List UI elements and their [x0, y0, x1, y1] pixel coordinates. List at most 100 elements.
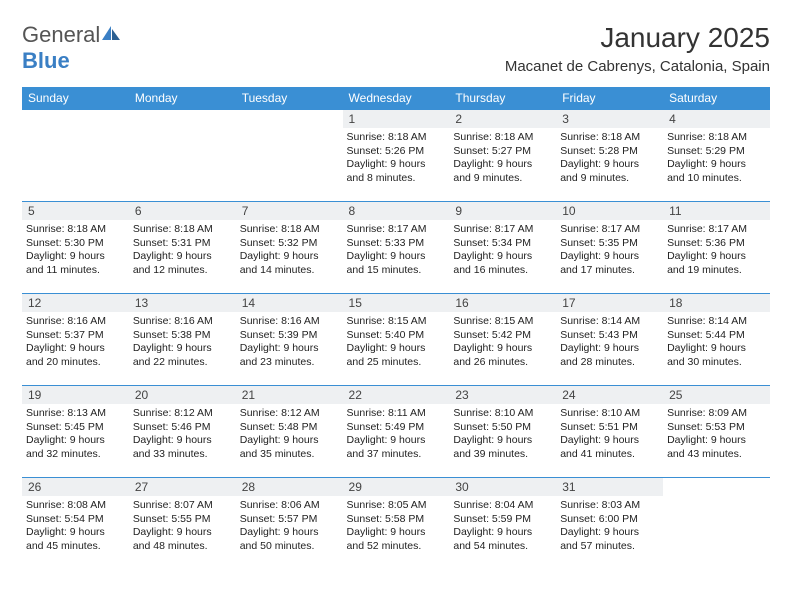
- sunset-line: Sunset: 5:42 PM: [453, 329, 552, 343]
- daylight-line: Daylight: 9 hours and 50 minutes.: [240, 526, 339, 553]
- calendar-day-cell: 1Sunrise: 8:18 AMSunset: 5:26 PMDaylight…: [343, 110, 450, 202]
- daylight-line: Daylight: 9 hours and 57 minutes.: [560, 526, 659, 553]
- weekday-header-row: SundayMondayTuesdayWednesdayThursdayFrid…: [22, 87, 770, 110]
- daylight-line: Daylight: 9 hours and 41 minutes.: [560, 434, 659, 461]
- calendar-day-cell: 19Sunrise: 8:13 AMSunset: 5:45 PMDayligh…: [22, 386, 129, 478]
- sunrise-line: Sunrise: 8:11 AM: [347, 407, 446, 421]
- sunrise-line: Sunrise: 8:16 AM: [240, 315, 339, 329]
- day-details: Sunrise: 8:17 AMSunset: 5:34 PMDaylight:…: [453, 223, 552, 278]
- daylight-line: Daylight: 9 hours and 9 minutes.: [453, 158, 552, 185]
- calendar-day-cell: 8Sunrise: 8:17 AMSunset: 5:33 PMDaylight…: [343, 202, 450, 294]
- sunrise-line: Sunrise: 8:17 AM: [347, 223, 446, 237]
- day-number: 30: [449, 478, 556, 496]
- day-number: 18: [663, 294, 770, 312]
- sunrise-line: Sunrise: 8:17 AM: [453, 223, 552, 237]
- daylight-line: Daylight: 9 hours and 45 minutes.: [26, 526, 125, 553]
- daylight-line: Daylight: 9 hours and 54 minutes.: [453, 526, 552, 553]
- sunrise-line: Sunrise: 8:09 AM: [667, 407, 766, 421]
- daylight-line: Daylight: 9 hours and 52 minutes.: [347, 526, 446, 553]
- sunset-line: Sunset: 5:53 PM: [667, 421, 766, 435]
- day-details: Sunrise: 8:10 AMSunset: 5:51 PMDaylight:…: [560, 407, 659, 462]
- calendar-page: GeneralBlue January 2025 Macanet de Cabr…: [0, 0, 792, 570]
- sunset-line: Sunset: 5:50 PM: [453, 421, 552, 435]
- calendar-day-cell: 17Sunrise: 8:14 AMSunset: 5:43 PMDayligh…: [556, 294, 663, 386]
- calendar-day-cell: 25Sunrise: 8:09 AMSunset: 5:53 PMDayligh…: [663, 386, 770, 478]
- day-details: Sunrise: 8:03 AMSunset: 6:00 PMDaylight:…: [560, 499, 659, 554]
- day-number: 10: [556, 202, 663, 220]
- calendar-day-cell: 16Sunrise: 8:15 AMSunset: 5:42 PMDayligh…: [449, 294, 556, 386]
- sunset-line: Sunset: 5:33 PM: [347, 237, 446, 251]
- day-number: 23: [449, 386, 556, 404]
- daylight-line: Daylight: 9 hours and 14 minutes.: [240, 250, 339, 277]
- calendar-day-cell: 6 Sunrise: 8:18 AMSunset: 5:31 PMDaylight…: [129, 202, 236, 294]
- calendar-week-row: 12Sunrise: 8:16 AMSunset: 5:37 PMDayligh…: [22, 294, 770, 386]
- calendar-day-cell: 29Sunrise: 8:05 AMSunset: 5:58 PMDayligh…: [343, 478, 450, 570]
- calendar-day-cell: 4Sunrise: 8:18 AMSunset: 5:29 PMDaylight…: [663, 110, 770, 202]
- day-number: 25: [663, 386, 770, 404]
- calendar-day-cell: 9Sunrise: 8:17 AMSunset: 5:34 PMDaylight…: [449, 202, 556, 294]
- daylight-line: Daylight: 9 hours and 30 minutes.: [667, 342, 766, 369]
- calendar-day-cell: 14Sunrise: 8:16 AMSunset: 5:39 PMDayligh…: [236, 294, 343, 386]
- day-number: 15: [343, 294, 450, 312]
- day-details: Sunrise: 8:18 AMSunset: 5:31 PMDaylight:…: [133, 223, 232, 278]
- calendar-day-cell: 5Sunrise: 8:18 AMSunset: 5:30 PMDaylight…: [22, 202, 129, 294]
- day-number: 31: [556, 478, 663, 496]
- day-number: 17: [556, 294, 663, 312]
- sunset-line: Sunset: 5:29 PM: [667, 145, 766, 159]
- daylight-line: Daylight: 9 hours and 16 minutes.: [453, 250, 552, 277]
- sunrise-line: Sunrise: 8:03 AM: [560, 499, 659, 513]
- sunrise-line: Sunrise: 8:12 AM: [133, 407, 232, 421]
- daylight-line: Daylight: 9 hours and 23 minutes.: [240, 342, 339, 369]
- day-details: Sunrise: 8:18 AMSunset: 5:27 PMDaylight:…: [453, 131, 552, 186]
- calendar-day-cell: 13Sunrise: 8:16 AMSunset: 5:38 PMDayligh…: [129, 294, 236, 386]
- calendar-day-cell: 20Sunrise: 8:12 AMSunset: 5:46 PMDayligh…: [129, 386, 236, 478]
- sunrise-line: Sunrise: 8:04 AM: [453, 499, 552, 513]
- day-details: Sunrise: 8:12 AMSunset: 5:48 PMDaylight:…: [240, 407, 339, 462]
- sunset-line: Sunset: 5:45 PM: [26, 421, 125, 435]
- day-number: 21: [236, 386, 343, 404]
- calendar-day-cell: 23Sunrise: 8:10 AMSunset: 5:50 PMDayligh…: [449, 386, 556, 478]
- calendar-body: 1Sunrise: 8:18 AMSunset: 5:26 PMDaylight…: [22, 110, 770, 570]
- daylight-line: Daylight: 9 hours and 17 minutes.: [560, 250, 659, 277]
- calendar-blank-cell: [129, 110, 236, 202]
- daylight-line: Daylight: 9 hours and 8 minutes.: [347, 158, 446, 185]
- day-number: 19: [22, 386, 129, 404]
- day-details: Sunrise: 8:17 AMSunset: 5:35 PMDaylight:…: [560, 223, 659, 278]
- day-number: 2: [449, 110, 556, 128]
- sunset-line: Sunset: 5:44 PM: [667, 329, 766, 343]
- sunrise-line: Sunrise: 8:06 AM: [240, 499, 339, 513]
- calendar-week-row: 19Sunrise: 8:13 AMSunset: 5:45 PMDayligh…: [22, 386, 770, 478]
- daylight-line: Daylight: 9 hours and 33 minutes.: [133, 434, 232, 461]
- daylight-line: Daylight: 9 hours and 32 minutes.: [26, 434, 125, 461]
- day-number: 6: [129, 202, 236, 220]
- day-details: Sunrise: 8:05 AMSunset: 5:58 PMDaylight:…: [347, 499, 446, 554]
- day-number: 5: [22, 202, 129, 220]
- sunrise-line: Sunrise: 8:18 AM: [560, 131, 659, 145]
- sunrise-line: Sunrise: 8:07 AM: [133, 499, 232, 513]
- weekday-header: Friday: [556, 87, 663, 110]
- day-details: Sunrise: 8:16 AMSunset: 5:38 PMDaylight:…: [133, 315, 232, 370]
- calendar-day-cell: 11Sunrise: 8:17 AMSunset: 5:36 PMDayligh…: [663, 202, 770, 294]
- day-number: 27: [129, 478, 236, 496]
- calendar-day-cell: 24Sunrise: 8:10 AMSunset: 5:51 PMDayligh…: [556, 386, 663, 478]
- day-details: Sunrise: 8:17 AMSunset: 5:36 PMDaylight:…: [667, 223, 766, 278]
- sunrise-line: Sunrise: 8:18 AM: [667, 131, 766, 145]
- day-number: 26: [22, 478, 129, 496]
- calendar-day-cell: 28Sunrise: 8:06 AMSunset: 5:57 PMDayligh…: [236, 478, 343, 570]
- weekday-header: Monday: [129, 87, 236, 110]
- sunset-line: Sunset: 6:00 PM: [560, 513, 659, 527]
- daylight-line: Daylight: 9 hours and 35 minutes.: [240, 434, 339, 461]
- sunrise-line: Sunrise: 8:08 AM: [26, 499, 125, 513]
- day-details: Sunrise: 8:18 AMSunset: 5:32 PMDaylight:…: [240, 223, 339, 278]
- calendar-day-cell: 27Sunrise: 8:07 AMSunset: 5:55 PMDayligh…: [129, 478, 236, 570]
- sunrise-line: Sunrise: 8:14 AM: [560, 315, 659, 329]
- sunset-line: Sunset: 5:49 PM: [347, 421, 446, 435]
- day-number: 20: [129, 386, 236, 404]
- daylight-line: Daylight: 9 hours and 26 minutes.: [453, 342, 552, 369]
- day-number: 1: [343, 110, 450, 128]
- day-details: Sunrise: 8:16 AMSunset: 5:37 PMDaylight:…: [26, 315, 125, 370]
- sunset-line: Sunset: 5:38 PM: [133, 329, 232, 343]
- brand-word-1: General: [22, 22, 100, 47]
- calendar-day-cell: 30Sunrise: 8:04 AMSunset: 5:59 PMDayligh…: [449, 478, 556, 570]
- sunset-line: Sunset: 5:51 PM: [560, 421, 659, 435]
